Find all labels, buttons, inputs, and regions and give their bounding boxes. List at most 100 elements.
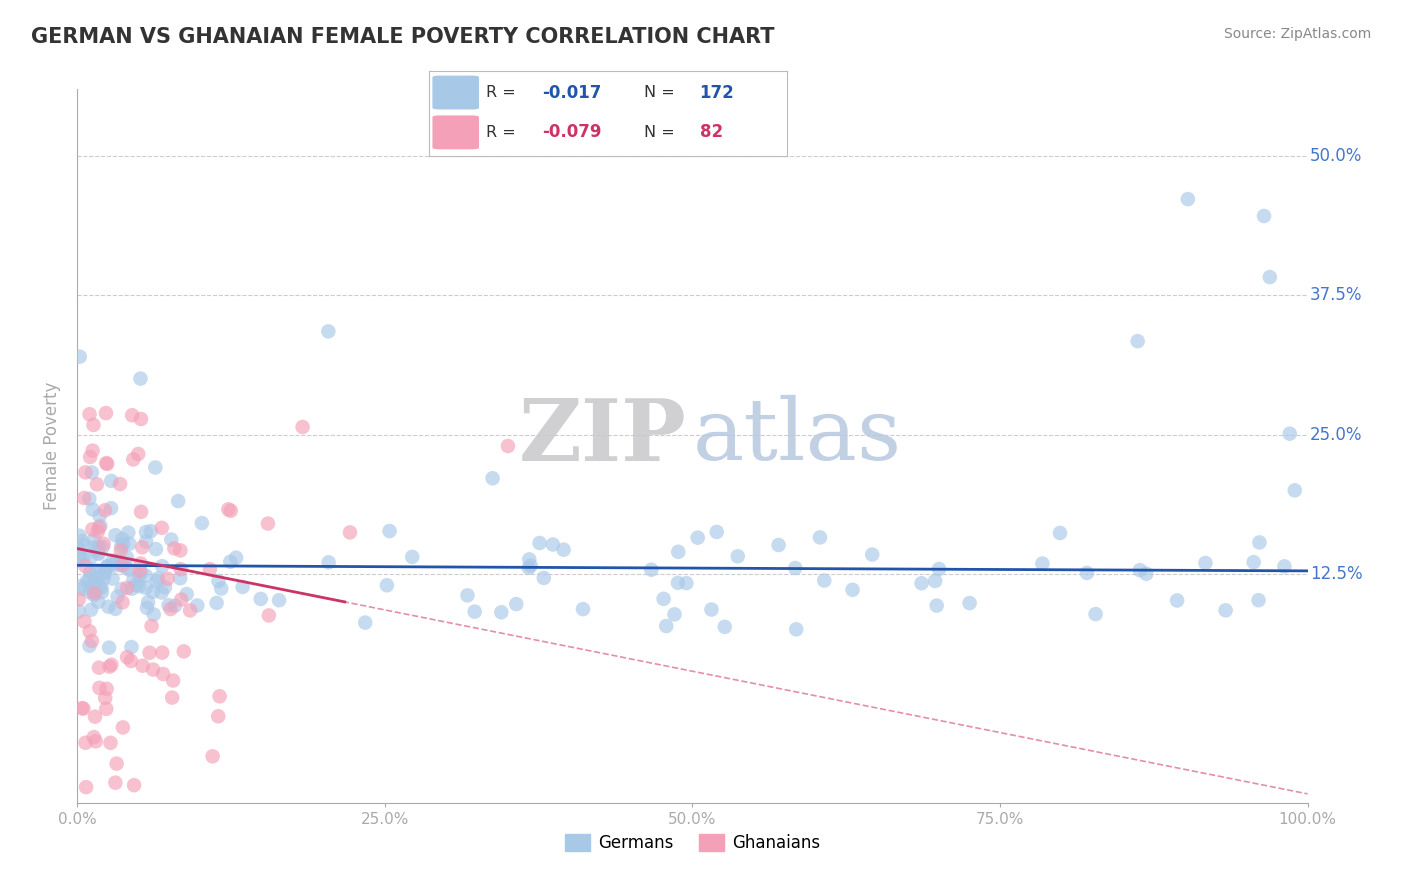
Point — [142, 607, 165, 622]
Point — [1278, 426, 1301, 441]
Point — [89, 519, 111, 533]
Point — [519, 558, 541, 573]
Point — [1253, 209, 1275, 223]
Point — [69, 350, 91, 364]
Point — [122, 573, 145, 587]
Point — [97, 559, 120, 574]
Point — [354, 615, 377, 630]
Point — [76, 574, 98, 588]
Text: ZIP: ZIP — [519, 395, 686, 479]
Point — [121, 640, 143, 654]
Point — [572, 602, 595, 616]
Point — [125, 578, 148, 592]
Point — [70, 582, 93, 596]
Point — [1049, 525, 1071, 540]
Point — [87, 564, 110, 578]
Point — [79, 491, 101, 506]
Point — [169, 571, 191, 585]
Point — [553, 542, 575, 557]
Point — [652, 591, 675, 606]
Point — [72, 701, 94, 715]
Point — [176, 587, 198, 601]
Point — [170, 562, 193, 576]
Point — [1194, 556, 1216, 570]
Point — [150, 646, 173, 660]
Point — [139, 524, 162, 539]
Point — [517, 552, 540, 566]
Point — [928, 562, 950, 576]
Point — [67, 592, 90, 607]
Point — [79, 407, 101, 421]
Point — [136, 600, 159, 615]
Point — [1284, 483, 1306, 498]
Point — [89, 681, 111, 695]
Point — [159, 602, 181, 616]
Point — [89, 520, 111, 534]
Text: 12.5%: 12.5% — [1310, 566, 1362, 583]
Point — [75, 559, 97, 574]
Point — [713, 620, 735, 634]
Point — [401, 549, 423, 564]
Point — [108, 558, 131, 573]
Point — [104, 775, 127, 789]
Point — [205, 596, 228, 610]
Point — [93, 537, 115, 551]
Point — [122, 452, 145, 467]
Point — [145, 542, 167, 557]
Point — [209, 582, 232, 596]
Point — [129, 412, 152, 426]
Point — [121, 582, 143, 596]
Point — [70, 701, 93, 715]
Point — [80, 603, 103, 617]
Point — [925, 599, 948, 613]
Point — [86, 566, 108, 581]
Point — [529, 536, 551, 550]
Point — [150, 585, 173, 599]
Point — [541, 537, 564, 551]
Point — [217, 502, 239, 516]
Point — [107, 590, 129, 604]
Text: R =: R = — [486, 85, 516, 100]
Point — [89, 580, 111, 594]
Point — [70, 533, 93, 548]
Point — [481, 471, 503, 485]
Point — [129, 371, 152, 385]
Point — [1129, 563, 1152, 577]
Point — [87, 540, 110, 554]
Point — [318, 325, 340, 339]
Point — [128, 579, 150, 593]
Point — [101, 572, 124, 586]
Point — [163, 541, 186, 556]
Text: GERMAN VS GHANAIAN FEMALE POVERTY CORRELATION CHART: GERMAN VS GHANAIAN FEMALE POVERTY CORREL… — [31, 27, 775, 46]
Point — [89, 508, 111, 523]
Point — [727, 549, 749, 564]
Point — [153, 580, 176, 594]
Point — [100, 736, 122, 750]
Point — [201, 749, 224, 764]
Text: N =: N = — [644, 125, 675, 140]
Point — [90, 581, 112, 595]
Point — [122, 778, 145, 792]
Point — [146, 574, 169, 589]
Y-axis label: Female Poverty: Female Poverty — [44, 382, 62, 510]
Point — [79, 552, 101, 566]
Point — [785, 622, 807, 636]
Point — [813, 574, 835, 588]
Point — [491, 605, 513, 619]
Point — [87, 524, 110, 539]
Point — [169, 543, 191, 558]
Point — [83, 540, 105, 554]
Point — [82, 579, 104, 593]
Point — [136, 595, 159, 609]
Text: 37.5%: 37.5% — [1310, 286, 1362, 304]
Point — [666, 575, 689, 590]
Point — [73, 615, 96, 629]
Point — [128, 564, 150, 578]
Point — [111, 558, 134, 573]
Point — [96, 457, 118, 471]
Text: 25.0%: 25.0% — [1310, 425, 1362, 444]
Point — [1076, 566, 1098, 580]
Point — [67, 529, 90, 543]
Point — [82, 417, 104, 432]
Text: 82: 82 — [700, 123, 723, 141]
